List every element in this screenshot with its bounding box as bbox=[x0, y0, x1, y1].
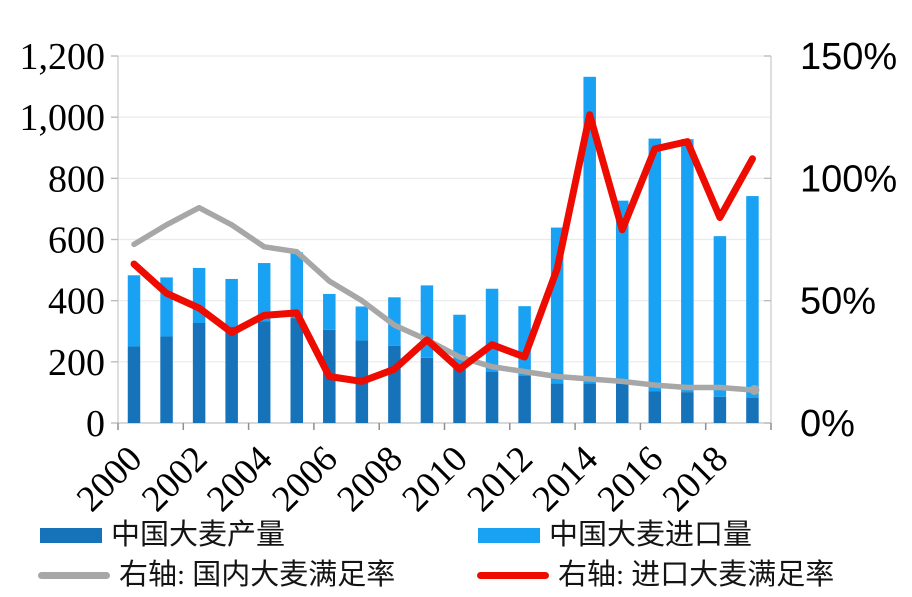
axes bbox=[111, 55, 772, 430]
bar-production-2003 bbox=[225, 326, 238, 423]
production-color-swatch-icon bbox=[40, 527, 102, 543]
legend-label-imports: 中国大麦进口量 bbox=[549, 519, 753, 551]
x-axis-tick-label: 2012 bbox=[460, 438, 541, 512]
axis-labels: 1,2001,0008006004002000150%100%50%0%2000… bbox=[20, 36, 898, 512]
bar-imports-2000 bbox=[127, 275, 141, 347]
domestic-rate-line-end-dot bbox=[749, 384, 760, 395]
x-axis-tick-label: 2014 bbox=[525, 438, 606, 512]
x-axis-tick-label: 2016 bbox=[590, 438, 671, 512]
legend-label-import-rate: 右轴: 进口大麦满足率 bbox=[558, 559, 835, 591]
bar-imports-2008 bbox=[388, 297, 401, 346]
bar-imports-2011 bbox=[485, 288, 499, 372]
x-axis-tick-label: 2018 bbox=[655, 438, 736, 512]
bar-production-2001 bbox=[160, 336, 173, 423]
bar-production-2016 bbox=[648, 391, 662, 423]
legend-item-production: 中国大麦产量 bbox=[40, 520, 285, 550]
bar-production-2008 bbox=[388, 345, 401, 423]
bars bbox=[127, 76, 759, 423]
right-axis-tick-label: 150% bbox=[800, 36, 897, 78]
bar-production-2018 bbox=[713, 396, 727, 423]
right-axis-tick-label: 50% bbox=[800, 281, 876, 323]
left-axis-tick-label: 1,200 bbox=[20, 36, 106, 78]
legend-item-imports: 中国大麦进口量 bbox=[478, 520, 752, 550]
bar-production-2017 bbox=[681, 392, 694, 423]
legend-item-domestic-rate: 右轴: 国内大麦满足率 bbox=[38, 560, 395, 590]
x-axis-tick-label: 2000 bbox=[69, 438, 150, 512]
bar-imports-2003 bbox=[225, 278, 238, 327]
bar-production-2019 bbox=[746, 397, 759, 423]
bar-production-2010 bbox=[453, 366, 466, 423]
left-axis-tick-label: 800 bbox=[48, 158, 105, 200]
barley-combo-chart: 1,2001,0008006004002000150%100%50%0%2000… bbox=[20, 36, 898, 512]
left-axis-tick-label: 600 bbox=[48, 220, 105, 262]
bar-imports-2016 bbox=[648, 138, 662, 392]
bar-production-2014 bbox=[583, 383, 596, 423]
legend-label-domestic-rate: 右轴: 国内大麦满足率 bbox=[119, 559, 396, 591]
left-axis-tick-label: 200 bbox=[48, 342, 105, 384]
domestic-rate-line bbox=[131, 204, 756, 393]
bar-imports-2017 bbox=[681, 139, 694, 393]
bar-production-2012 bbox=[518, 375, 531, 423]
legend-label-production: 中国大麦产量 bbox=[111, 519, 286, 551]
bar-production-2005 bbox=[290, 318, 303, 423]
x-axis-tick-label: 2010 bbox=[395, 438, 476, 512]
bar-production-2013 bbox=[550, 383, 564, 423]
bar-imports-2014 bbox=[583, 76, 596, 384]
x-axis-tick-label: 2002 bbox=[134, 438, 215, 512]
imports-color-swatch-icon bbox=[478, 527, 540, 543]
bar-production-2015 bbox=[616, 382, 629, 423]
x-axis-tick-label: 2004 bbox=[199, 438, 280, 512]
bar-imports-2015 bbox=[616, 200, 629, 383]
bar-imports-2004 bbox=[257, 263, 271, 322]
right-axis-tick-label: 0% bbox=[800, 403, 855, 445]
x-axis-tick-label: 2008 bbox=[329, 438, 410, 512]
bar-production-2011 bbox=[485, 371, 499, 423]
import-rate-line-swatch-icon bbox=[477, 571, 549, 579]
bar-production-2004 bbox=[257, 321, 271, 423]
bar-production-2002 bbox=[192, 322, 206, 423]
bar-imports-2007 bbox=[355, 306, 369, 341]
gridlines bbox=[118, 55, 771, 363]
domestic-rate-line-swatch-icon bbox=[38, 571, 110, 579]
bar-imports-2006 bbox=[323, 293, 336, 330]
bar-imports-2018 bbox=[713, 236, 727, 397]
bar-imports-2005 bbox=[290, 252, 303, 319]
bar-production-2009 bbox=[420, 357, 434, 423]
left-axis-tick-label: 1,000 bbox=[20, 97, 106, 139]
left-axis-tick-label: 400 bbox=[48, 281, 105, 323]
import-rate-line bbox=[130, 111, 756, 385]
right-axis-tick-label: 100% bbox=[800, 158, 897, 200]
x-axis-tick-label: 2006 bbox=[264, 438, 345, 512]
legend-item-import-rate: 右轴: 进口大麦满足率 bbox=[477, 560, 834, 590]
bar-production-2000 bbox=[127, 346, 141, 423]
left-axis-tick-label: 0 bbox=[86, 403, 105, 445]
bar-imports-2019 bbox=[746, 196, 759, 398]
